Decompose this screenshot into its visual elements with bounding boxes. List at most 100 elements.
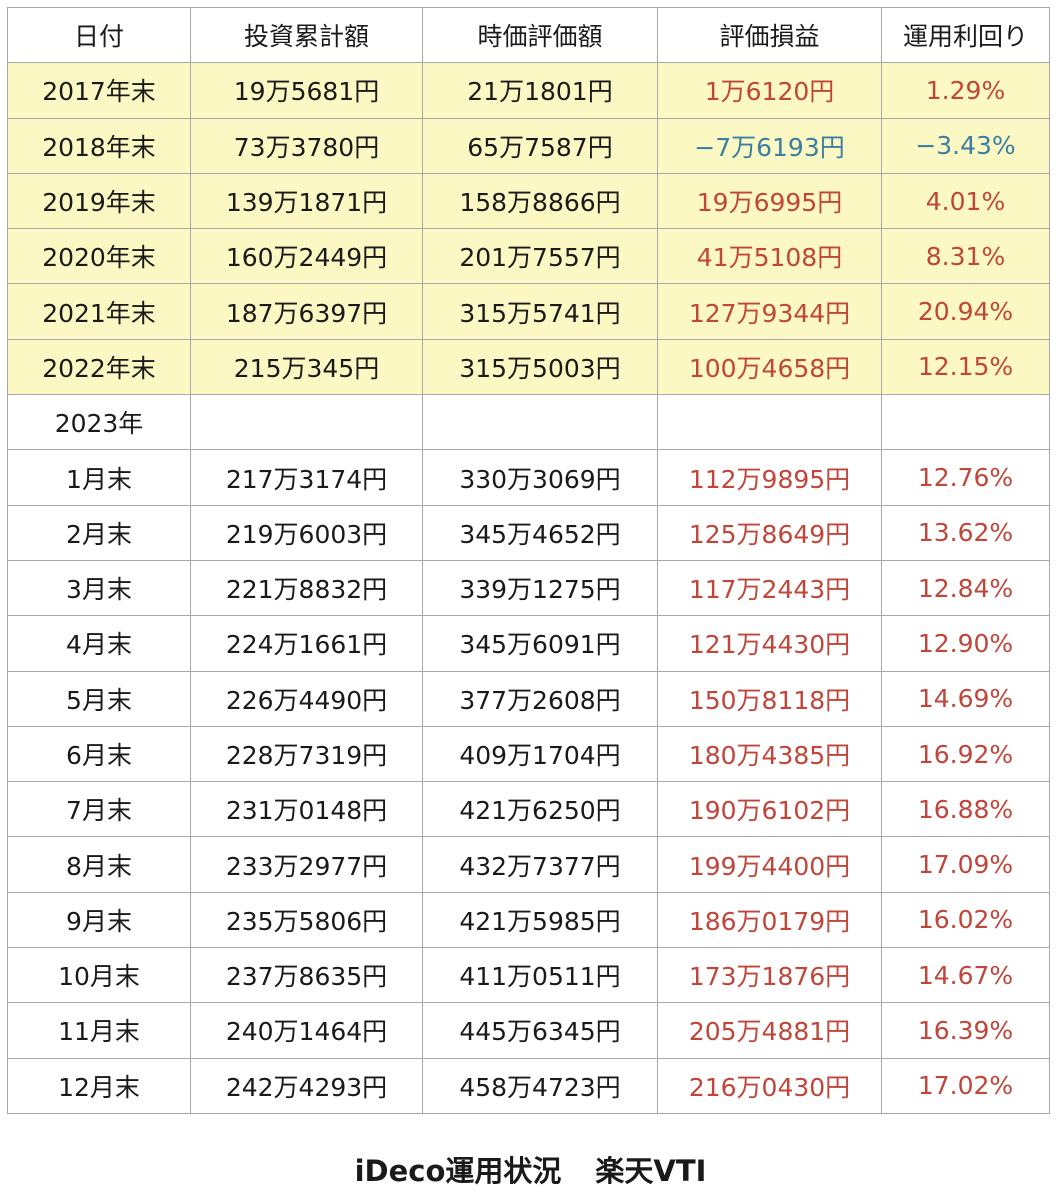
cell-date: 9月末 xyxy=(7,891,191,949)
header-date: 日付 xyxy=(7,6,191,64)
cell-yield: 17.09% xyxy=(881,836,1050,893)
cell-yield: 12.15% xyxy=(881,338,1050,396)
table-row: 1月末 217万3174円 330万3069円 112万9895円 12.76% xyxy=(7,449,1050,506)
cell-market-value: 421万6250円 xyxy=(422,781,658,838)
cell-yield: 16.02% xyxy=(881,891,1050,949)
table-row: 7月末 231万0148円 421万6250円 190万6102円 16.88% xyxy=(7,781,1050,838)
cell-yield: 14.67% xyxy=(881,947,1050,1004)
cell-date: 12月末 xyxy=(7,1057,191,1114)
cell-gain: 121万4430円 xyxy=(657,615,882,672)
cell-date: 3月末 xyxy=(7,559,191,617)
cell-invested: 228万7319円 xyxy=(190,725,423,783)
table-row: 10月末 237万8635円 411万0511円 173万1876円 14.67% xyxy=(7,947,1050,1004)
cell-date: 4月末 xyxy=(7,615,191,672)
header-gain: 評価損益 xyxy=(657,6,882,64)
cell-date: 10月末 xyxy=(7,947,191,1004)
table-row: 12月末 242万4293円 458万4723円 216万0430円 17.02% xyxy=(7,1057,1050,1114)
cell-date: 2018年末 xyxy=(7,117,191,174)
cell-market-value: 445万6345円 xyxy=(422,1002,658,1059)
table-row: 2020年末 160万2449円 201万7557円 41万5108円 8.31% xyxy=(7,228,1050,285)
cell-yield: 8.31% xyxy=(881,228,1050,285)
cell-yield: 13.62% xyxy=(881,504,1050,561)
table-row: 2017年末 19万5681円 21万1801円 1万6120円 1.29% xyxy=(7,62,1050,119)
cell-gain: 186万0179円 xyxy=(657,891,882,949)
cell-market-value: 411万0511円 xyxy=(422,947,658,1004)
cell-date: 7月末 xyxy=(7,781,191,838)
cell-invested: 242万4293円 xyxy=(190,1057,423,1114)
cell-invested: 219万6003円 xyxy=(190,504,423,561)
cell-market-value: 345万6091円 xyxy=(422,615,658,672)
cell-invested: 187万6397円 xyxy=(190,283,423,340)
cell-market-value: 432万7377円 xyxy=(422,836,658,893)
cell-yield: 1.29% xyxy=(881,62,1050,119)
cell-date: 6月末 xyxy=(7,725,191,783)
table-row: 3月末 221万8832円 339万1275円 117万2443円 12.84% xyxy=(7,559,1050,617)
cell-gain: 205万4881円 xyxy=(657,1002,882,1059)
cell-gain: 112万9895円 xyxy=(657,449,882,506)
cell-market-value: 339万1275円 xyxy=(422,559,658,617)
cell-invested: 233万2977円 xyxy=(190,836,423,893)
cell-market-value xyxy=(422,394,658,451)
cell-market-value: 330万3069円 xyxy=(422,449,658,506)
table-row: 2021年末 187万6397円 315万5741円 127万9344円 20.94% xyxy=(7,283,1050,340)
table-row: 4月末 224万1661円 345万6091円 121万4430円 12.90% xyxy=(7,615,1050,672)
cell-invested: 224万1661円 xyxy=(190,615,423,672)
cell-market-value: 315万5741円 xyxy=(422,283,658,340)
cell-yield: 12.76% xyxy=(881,449,1050,506)
investment-table: 日付 投資累計額 時価評価額 評価損益 運用利回り 2017年末 19万5681円… xyxy=(7,6,1050,1114)
cell-yield: 4.01% xyxy=(881,172,1050,230)
cell-market-value: 65万7587円 xyxy=(422,117,658,174)
caption-fund: 楽天VTI xyxy=(595,1154,707,1188)
cell-date: 2017年末 xyxy=(7,62,191,119)
cell-yield: 16.88% xyxy=(881,781,1050,838)
header-market-value: 時価評価額 xyxy=(422,6,658,64)
caption: iDeco運用状況 楽天VTI xyxy=(0,1148,1061,1190)
cell-invested: 73万3780円 xyxy=(190,117,423,174)
cell-market-value: 158万8866円 xyxy=(422,172,658,230)
cell-date: 2021年末 xyxy=(7,283,191,340)
table-row: 9月末 235万5806円 421万5985円 186万0179円 16.02% xyxy=(7,891,1050,949)
header-invested: 投資累計額 xyxy=(190,6,423,64)
table-row: 2023年 xyxy=(7,394,1050,451)
cell-market-value: 377万2608円 xyxy=(422,670,658,727)
cell-yield: 16.92% xyxy=(881,725,1050,783)
cell-date: 5月末 xyxy=(7,670,191,727)
cell-invested: 160万2449円 xyxy=(190,228,423,285)
cell-date: 1月末 xyxy=(7,449,191,506)
cell-gain: 216万0430円 xyxy=(657,1057,882,1114)
cell-invested: 139万1871円 xyxy=(190,172,423,230)
table-row: 2018年末 73万3780円 65万7587円 −7万6193円 −3.43% xyxy=(7,117,1050,174)
table-row: 2022年末 215万345円 315万5003円 100万4658円 12.15% xyxy=(7,338,1050,396)
cell-yield: 14.69% xyxy=(881,670,1050,727)
cell-market-value: 201万7557円 xyxy=(422,228,658,285)
cell-invested: 235万5806円 xyxy=(190,891,423,949)
header-yield: 運用利回り xyxy=(881,6,1050,64)
cell-gain xyxy=(657,394,882,451)
cell-invested: 231万0148円 xyxy=(190,781,423,838)
caption-title: iDeco運用状況 xyxy=(354,1154,562,1188)
cell-invested: 237万8635円 xyxy=(190,947,423,1004)
cell-date: 2022年末 xyxy=(7,338,191,396)
cell-date: 11月末 xyxy=(7,1002,191,1059)
cell-gain: 150万8118円 xyxy=(657,670,882,727)
table-row: 11月末 240万1464円 445万6345円 205万4881円 16.39% xyxy=(7,1002,1050,1059)
table-row: 2019年末 139万1871円 158万8866円 19万6995円 4.01% xyxy=(7,172,1050,230)
table-row: 5月末 226万4490円 377万2608円 150万8118円 14.69% xyxy=(7,670,1050,727)
cell-gain: −7万6193円 xyxy=(657,117,882,174)
cell-gain: 100万4658円 xyxy=(657,338,882,396)
cell-yield xyxy=(881,394,1050,451)
cell-invested: 221万8832円 xyxy=(190,559,423,617)
cell-market-value: 345万4652円 xyxy=(422,504,658,561)
cell-yield: 20.94% xyxy=(881,283,1050,340)
cell-yield: 16.39% xyxy=(881,1002,1050,1059)
cell-yield: −3.43% xyxy=(881,117,1050,174)
cell-invested: 217万3174円 xyxy=(190,449,423,506)
cell-yield: 17.02% xyxy=(881,1057,1050,1114)
table-row: 2月末 219万6003円 345万4652円 125万8649円 13.62% xyxy=(7,504,1050,561)
cell-gain: 127万9344円 xyxy=(657,283,882,340)
cell-market-value: 409万1704円 xyxy=(422,725,658,783)
cell-gain: 125万8649円 xyxy=(657,504,882,561)
cell-yield: 12.90% xyxy=(881,615,1050,672)
cell-gain: 199万4400円 xyxy=(657,836,882,893)
header-row: 日付 投資累計額 時価評価額 評価損益 運用利回り xyxy=(7,6,1050,64)
